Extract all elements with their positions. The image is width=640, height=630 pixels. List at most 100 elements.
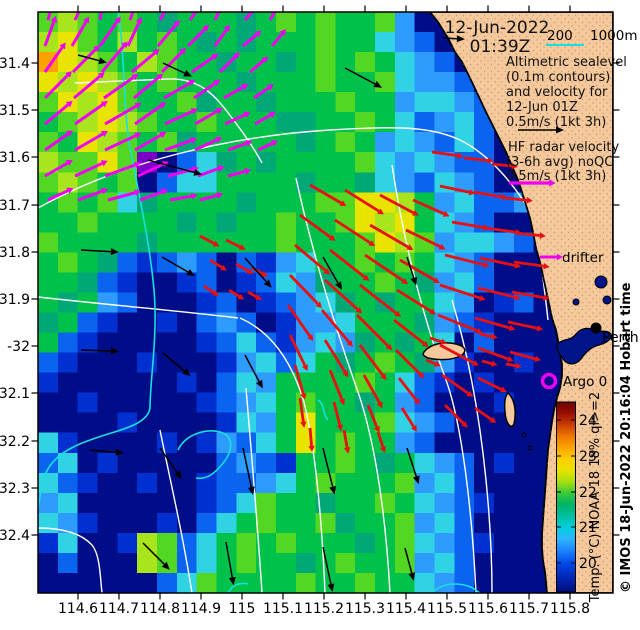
- sst-cell: [236, 192, 257, 213]
- sst-cell: [57, 492, 79, 514]
- sst-cell: [77, 212, 99, 233]
- sst-cell: [375, 392, 396, 414]
- sst-cell: [176, 252, 198, 274]
- hf-arrow-red: [439, 184, 470, 194]
- altimetric-arrow-head: [174, 470, 182, 480]
- hf-arrow-red: [507, 320, 538, 330]
- sst-cell: [57, 552, 79, 574]
- sst-cell: [394, 12, 416, 33]
- altimetric-arrow-head: [161, 561, 170, 570]
- sealevel-contour-line: [391, 164, 477, 593]
- hf-arrow-red-head: [328, 234, 336, 241]
- sst-cell: [394, 552, 416, 574]
- sst-cell: [434, 432, 455, 454]
- altimetric-arrow-head: [334, 281, 342, 290]
- sst-cell: [275, 392, 297, 414]
- sst-cell: [256, 372, 277, 394]
- hf-arrow-magenta: [193, 81, 217, 100]
- sst-cell: [275, 152, 297, 173]
- hf-arrow-red: [323, 339, 347, 373]
- hf-arrow-red-head: [255, 294, 262, 300]
- sst-cell: [414, 12, 436, 33]
- hf-arrow-red: [228, 288, 240, 298]
- hf-arrow-red: [477, 286, 516, 299]
- hf-arrow-magenta: [107, 191, 136, 202]
- hf-arrow-red-head: [413, 398, 420, 405]
- sst-cell: [414, 172, 436, 193]
- sst-cell: [38, 532, 59, 554]
- sst-cell: [434, 132, 455, 153]
- hf-arrow-magenta: [169, 194, 192, 202]
- hf-arrow-magenta-head: [66, 187, 74, 194]
- sst-cell: [216, 32, 237, 53]
- sst-cell: [137, 372, 158, 394]
- sst-cell: [335, 12, 356, 33]
- sst-cell: [275, 472, 297, 494]
- sst-cell: [97, 352, 118, 374]
- hf-arrow-red-head: [543, 263, 550, 270]
- sst-cell: [275, 32, 297, 53]
- sst-cell: [137, 252, 158, 274]
- hf-legend-arrow-head: [549, 179, 556, 187]
- sst-cell: [77, 52, 99, 73]
- sst-cell: [375, 112, 396, 133]
- sst-cell: [216, 372, 237, 394]
- sst-cell: [295, 132, 317, 153]
- sst-cell: [57, 452, 79, 474]
- sst-cell: [38, 432, 59, 454]
- sst-cell: [494, 292, 515, 314]
- hf-arrow-red: [437, 313, 478, 333]
- sst-cell: [97, 372, 118, 394]
- sst-cell: [57, 432, 79, 454]
- sst-cell: [57, 112, 79, 133]
- sst-cell: [434, 552, 455, 574]
- sst-cell: [474, 232, 495, 254]
- sst-cell: [256, 512, 277, 534]
- sst-cell: [414, 312, 436, 334]
- sst-cell: [275, 492, 297, 514]
- sst-cell: [494, 492, 515, 514]
- sst-cell: [355, 212, 376, 233]
- sst-cell: [97, 312, 118, 334]
- hf-arrow-red: [412, 198, 445, 216]
- hf-arrow-magenta-head: [271, 140, 278, 147]
- sst-cell: [38, 552, 59, 574]
- hf-arrow-magenta: [44, 132, 69, 152]
- sst-cell: [38, 412, 59, 434]
- sst-cell: [474, 172, 495, 193]
- sst-cell: [137, 72, 158, 93]
- sst-cell: [256, 312, 277, 334]
- altimetric-legend-arrow-head: [556, 126, 564, 134]
- hf-arrow-magenta-head: [131, 73, 139, 81]
- hf-arrow-red-head: [511, 162, 518, 170]
- hf-arrow-magenta: [213, 28, 228, 47]
- sst-cell: [375, 172, 396, 193]
- hf-arrow-magenta-head: [65, 71, 72, 78]
- sst-cell: [434, 152, 455, 173]
- sst-cell: [176, 432, 198, 454]
- sst-cell: [355, 292, 376, 314]
- perth-city-label: Perth: [602, 330, 639, 346]
- sst-cell: [414, 532, 436, 554]
- sst-cell: [97, 332, 118, 354]
- sst-cell: [414, 372, 436, 394]
- lake: [572, 298, 580, 306]
- hf-arrow-red-head: [315, 301, 322, 309]
- sst-cell: [196, 492, 218, 514]
- sst-cell: [375, 212, 396, 233]
- hf-arrow-red-head: [487, 157, 494, 164]
- hf-arrow-magenta-head: [254, 2, 260, 9]
- sst-cell: [414, 132, 436, 153]
- hf-arrow-red: [444, 253, 485, 267]
- sst-cell: [196, 212, 218, 233]
- sst-cell: [176, 472, 198, 494]
- sst-cell: [335, 112, 356, 133]
- sst-cell: [176, 52, 198, 73]
- hf-arrow-magenta-head: [223, 24, 230, 32]
- sst-cell: [57, 52, 79, 73]
- sst-cell: [315, 512, 337, 534]
- sst-cell: [375, 152, 396, 173]
- hf-arrow-red: [451, 220, 484, 229]
- hf-arrow-magenta: [227, 169, 246, 178]
- sst-cell: [176, 292, 198, 314]
